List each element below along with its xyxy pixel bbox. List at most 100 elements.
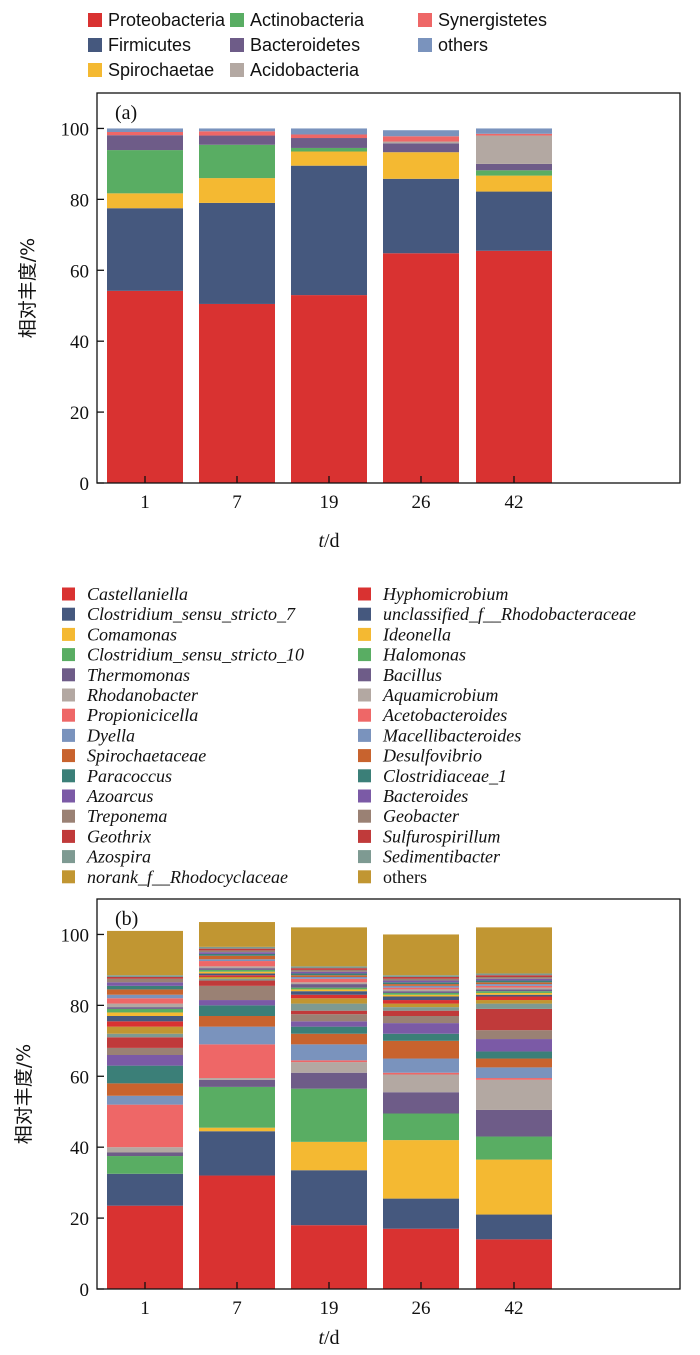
bar-segment [107,989,183,995]
bar-segment [383,985,459,988]
bar-segment [199,1078,275,1080]
panel-a-bars [107,128,552,483]
bar-segment [107,150,183,194]
legend-swatch [62,708,75,722]
y-axis-label: 相对丰度/% [13,1044,35,1144]
bar-segment [476,1067,552,1079]
bar-segment [383,1058,459,1073]
bar-segment [383,977,459,979]
legend-label: Spirochaetaceae [87,746,206,766]
legend-label: Paracoccus [86,766,172,786]
legend-item: Thermomonas [62,665,190,685]
bar-segment [199,131,275,136]
legend-swatch [62,627,75,641]
bar-segment [291,1044,367,1061]
bar-segment [107,930,183,976]
legend-item: Acidobacteria [230,60,360,80]
legend-swatch [88,63,102,77]
bar-segment [383,143,459,153]
bar-segment [107,1007,183,1009]
bar-segment [107,1003,183,1008]
bar-segment [476,191,552,251]
legend-label: Macellibacteroides [382,725,521,745]
bar-segment [383,1092,459,1114]
bar-segment [107,1012,183,1016]
bar-segment [383,992,459,995]
legend-label: Geothrix [87,826,151,846]
bar-segment [476,128,552,134]
bar-segment [291,994,367,999]
bar-segment [476,973,552,976]
legend-swatch [62,769,75,783]
bar-segment [107,1016,183,1022]
panel-b-label: (b) [115,908,138,930]
bar-segment [199,953,275,956]
legend-swatch [62,688,75,702]
panel-a: Proteobacteria Firmicutes Spirochaetae Acti… [17,10,681,552]
legend-label: Sulfurospirillum [383,826,500,846]
legend-label: Firmicutes [108,35,191,55]
bar-segment [291,969,367,972]
bar-segment [383,1140,459,1199]
legend-label: Castellaniella [87,584,188,604]
bar-segment [291,1014,367,1022]
bar-segment [291,984,367,988]
bar-segment [291,1026,367,1034]
legend-item: Macellibacteroides [358,725,521,745]
legend-item: Proteobacteria [88,10,226,30]
y-tick-label: 60 [70,261,89,282]
bar-segment [476,985,552,988]
legend-label: Azospira [86,847,151,867]
legend-swatch [358,648,371,662]
bar-segment [476,984,552,986]
bar-segment [199,144,275,179]
bar-segment [199,1127,275,1132]
bar-segment [291,128,367,135]
legend-swatch [62,668,75,682]
bar-segment [383,1198,459,1229]
panel-b: Castellaniella Clostridium_sensu_stricto_… [13,584,681,1349]
legend-swatch [358,809,371,823]
legend-item: Dyella [62,725,135,745]
bar-segment [107,978,183,983]
y-tick-label: 100 [61,925,90,946]
x-tick-label: 7 [232,1298,242,1319]
legend-item: others [358,867,427,887]
bar-segment [476,1058,552,1068]
legend-item: Clostridium_sensu_stricto_10 [62,645,304,665]
legend-swatch [62,587,75,601]
bar-segment [476,170,552,176]
bar-segment [199,1005,275,1016]
legend-item: Castellaniella [62,584,188,604]
bar-segment [291,968,367,970]
legend-swatch [358,870,371,884]
bar-segment [107,1037,183,1048]
bar-segment [383,1003,459,1008]
bar-segment [476,250,552,483]
bar-segment [476,996,552,1001]
legend-item: norank_f__Rhodocyclaceae [62,867,288,887]
bar-segment [476,1214,552,1240]
legend-swatch [358,728,371,742]
legend-label: Dyella [86,725,135,745]
bar-segment [107,135,183,151]
bar-segment [291,971,367,974]
panel-a-legend: Proteobacteria Firmicutes Spirochaetae Acti… [88,10,547,80]
bar-segment [383,980,459,983]
bar-segment [199,922,275,947]
panel-a-label: (a) [115,102,137,124]
x-tick-label: 7 [232,492,242,513]
bar-segment [199,1086,275,1128]
bar-segment [291,138,367,148]
bar-segment [199,946,275,949]
bar-segment [383,996,459,1001]
legend-label: Desulfovibrio [382,746,482,766]
bar-segment [107,1083,183,1096]
bar-segment [199,1026,275,1045]
bar-segment [199,950,275,953]
y-tick-label: 0 [80,1280,90,1301]
legend-swatch [62,789,75,803]
legend-label: Actinobacteria [250,10,365,30]
legend-item: Azospira [62,847,151,867]
bar-segment [107,1047,183,1055]
